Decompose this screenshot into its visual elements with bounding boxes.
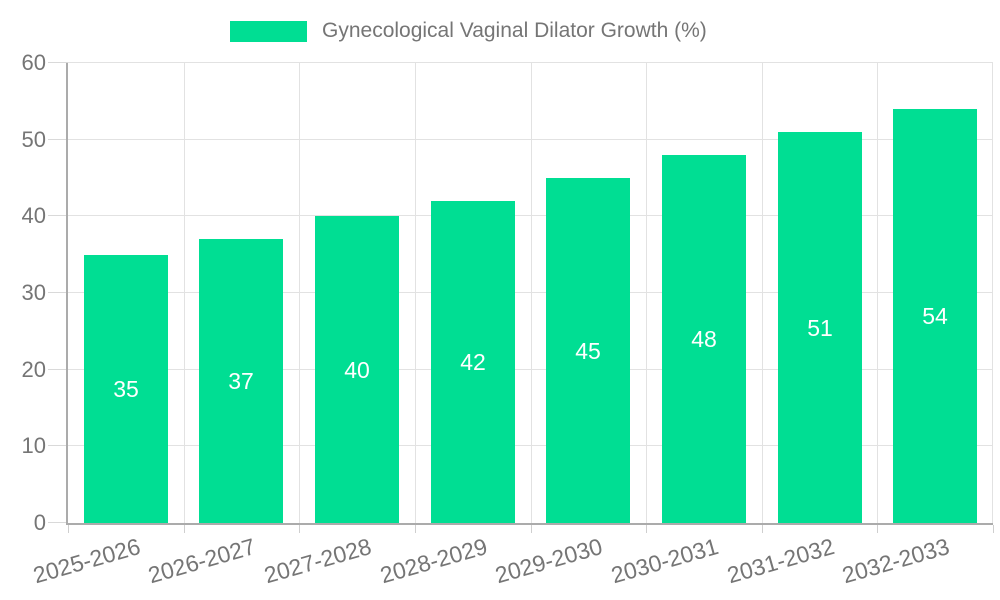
legend[interactable]: Gynecological Vaginal Dilator Growth (%) [230, 10, 707, 52]
x-axis-tick [877, 525, 878, 533]
gridline-vertical [992, 63, 993, 523]
legend-label: Gynecological Vaginal Dilator Growth (%) [322, 19, 707, 42]
bar[interactable]: 37 [199, 239, 283, 523]
x-tick-label: 2026-2027 [145, 533, 259, 589]
x-axis-tick [531, 525, 532, 533]
x-axis-line [66, 523, 993, 525]
gridline-vertical [877, 63, 878, 523]
bar-value-label: 42 [460, 349, 486, 375]
x-tick-label: 2028-2029 [377, 533, 491, 589]
y-tick-label: 30 [21, 280, 46, 305]
bar-value-label: 40 [344, 357, 370, 383]
bar[interactable]: 35 [84, 255, 168, 523]
y-axis-tick [48, 215, 68, 217]
y-axis-line [66, 63, 68, 525]
gridline-vertical [299, 63, 300, 523]
y-axis-tick [48, 368, 68, 370]
bar-value-label: 37 [228, 368, 254, 394]
y-tick-label: 10 [21, 433, 46, 459]
bar-value-label: 54 [922, 303, 948, 329]
legend-swatch [230, 20, 307, 42]
gridline-vertical [531, 63, 532, 523]
gridline-horizontal [68, 292, 993, 293]
y-axis-tick [48, 62, 68, 63]
gridline-horizontal [68, 445, 993, 447]
x-tick-label: 2025-2026 [30, 533, 144, 589]
bar-value-label: 35 [113, 376, 139, 402]
bar[interactable]: 48 [662, 155, 746, 523]
x-tick-label: 2031-2032 [724, 533, 838, 589]
x-tick-label: 2029-2030 [492, 533, 606, 589]
gridline-horizontal [68, 215, 993, 217]
x-tick-label: 2027-2028 [261, 533, 375, 589]
y-axis-tick [48, 292, 68, 293]
bar-value-label: 51 [807, 315, 833, 341]
bar[interactable]: 54 [893, 109, 977, 523]
gridline-vertical [415, 63, 416, 523]
gridline-horizontal [68, 62, 993, 63]
bar[interactable]: 51 [778, 132, 862, 523]
y-tick-label: 40 [21, 203, 46, 229]
x-tick-label: 2032-2033 [839, 533, 953, 589]
y-tick-label: 20 [21, 356, 46, 382]
x-axis-tick [646, 525, 647, 533]
x-axis-tick [415, 525, 416, 533]
y-axis-tick [48, 445, 68, 447]
bar[interactable]: 40 [315, 216, 399, 523]
gridline-horizontal [68, 138, 993, 140]
gridline-vertical [762, 63, 763, 523]
gridline-horizontal [68, 368, 993, 370]
x-axis-tick [762, 525, 763, 533]
y-axis-tick [48, 522, 68, 523]
bar-value-label: 48 [691, 326, 717, 352]
y-axis-tick [48, 138, 68, 140]
y-tick-label: 50 [21, 126, 46, 152]
bar-value-label: 45 [575, 338, 601, 364]
gridline-vertical [184, 63, 185, 523]
y-tick-label: 0 [33, 510, 46, 535]
bar[interactable]: 45 [546, 178, 630, 523]
x-axis-tick [299, 525, 300, 533]
bar[interactable]: 42 [431, 201, 515, 523]
x-axis-tick [68, 525, 69, 533]
y-tick-label: 60 [21, 50, 46, 75]
x-tick-label: 2030-2031 [608, 533, 722, 589]
gridline-vertical [646, 63, 647, 523]
x-axis-tick [993, 525, 994, 533]
x-axis-tick [184, 525, 185, 533]
